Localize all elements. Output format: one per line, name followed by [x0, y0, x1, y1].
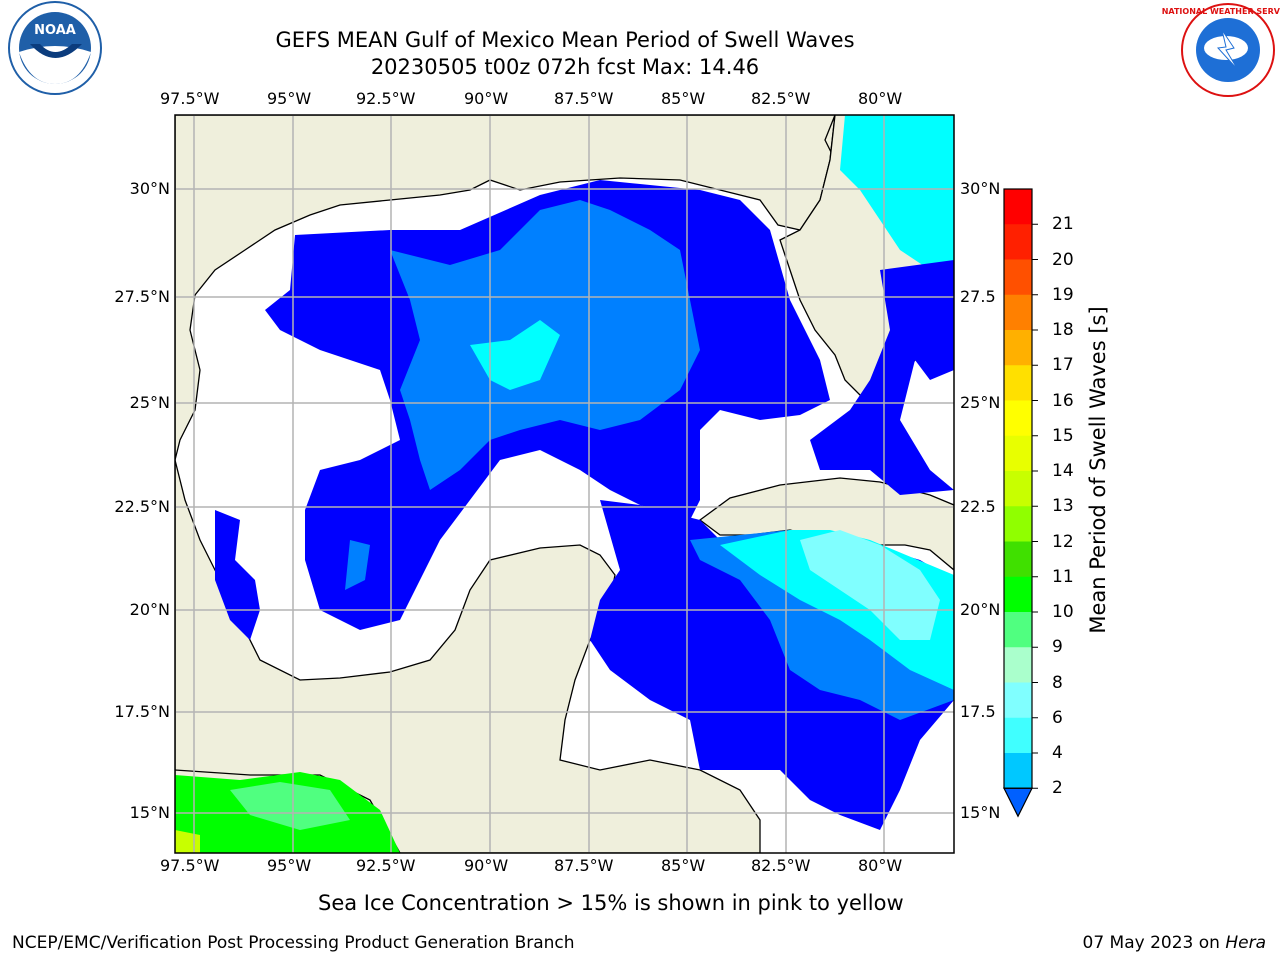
footer-branch: NCEP/EMC/Verification Post Processing Pr… [12, 933, 575, 953]
colorbar-segment [1004, 612, 1032, 648]
colorbar-tick-label: 6 [1052, 707, 1063, 728]
lat-label-right: 27.5 [960, 287, 996, 306]
land-mexico [175, 459, 761, 853]
footer-date-text: 07 May 2023 on [1082, 933, 1226, 953]
lat-label-right: 20°N [960, 600, 1001, 619]
colorbar-segment [1004, 435, 1032, 472]
colorbar-tick-label: 11 [1052, 566, 1074, 587]
lat-label-left: 17.5°N [114, 702, 170, 721]
field-caribbean-light [800, 530, 940, 640]
colorbar-segment [1004, 506, 1032, 542]
lat-label-right: 15°N [960, 803, 1001, 822]
figure-subtitle: 20230505 t00z 072h fcst Max: 14.46 [370, 55, 760, 79]
colorbar-tick-label: 8 [1052, 672, 1063, 693]
colorbar-tick-label: 16 [1052, 390, 1074, 411]
colorbar-tick-label: 12 [1052, 531, 1074, 552]
lon-label-bottom: 92.5°W [356, 856, 416, 875]
colorbar-segment [1004, 400, 1032, 437]
colorbar-tick-label: 15 [1052, 425, 1074, 446]
colorbar [1003, 188, 1038, 818]
lat-label-left: 27.5°N [114, 287, 170, 306]
nws-logo: NATIONAL WEATHER SERVICE [1162, 3, 1280, 97]
colorbar-tick-label: 2 [1052, 778, 1063, 799]
colorbar-extend-arrow [1003, 787, 1033, 818]
colorbar-tick-label: 18 [1052, 320, 1074, 340]
colorbar-tick-label: 19 [1052, 284, 1074, 305]
field-atlantic-swell [840, 115, 954, 270]
svg-text:NOAA: NOAA [34, 23, 76, 38]
lon-label-top: 87.5°W [554, 89, 614, 108]
colorbar-tick-label: 4 [1052, 743, 1063, 763]
grid [175, 115, 954, 853]
colorbar-segment [1004, 753, 1032, 789]
lon-label-top: 85°W [661, 89, 706, 108]
lon-label-top: 95°W [267, 89, 312, 108]
lon-label-top: 92.5°W [356, 89, 416, 108]
lon-label-bottom: 80°W [858, 856, 903, 875]
lon-label-top: 97.5°W [160, 89, 220, 108]
lon-label-bottom: 90°W [464, 856, 509, 875]
lat-label-left: 22.5°N [114, 497, 170, 516]
colorbar-segment [1004, 259, 1032, 296]
lon-label-bottom: 95°W [267, 856, 312, 875]
figure-title: GEFS MEAN Gulf of Mexico Mean Period of … [275, 28, 855, 52]
lon-label-bottom: 85°W [661, 856, 706, 875]
colorbar-segment [1004, 294, 1032, 331]
field-atlantic-deep [810, 260, 954, 495]
field-small-patch [345, 540, 370, 590]
lon-label-top: 80°W [858, 89, 903, 108]
colorbar-segment [1004, 717, 1032, 754]
lon-label-top: 90°W [464, 89, 509, 108]
lat-label-right: 22.5 [960, 497, 996, 516]
colorbar-segment [1004, 330, 1032, 366]
colorbar-tick-label: 17 [1052, 355, 1074, 376]
colorbar-segment [1004, 365, 1032, 401]
lon-label-top: 82.5°W [751, 89, 811, 108]
colorbar-segment [1004, 224, 1032, 260]
footer-date: 07 May 2023 on Hera [1083, 933, 1267, 953]
lon-label-bottom: 82.5°W [751, 856, 811, 875]
lat-label-right: 30°N [960, 179, 1001, 198]
colorbar-segment [1004, 682, 1032, 719]
lat-label-right: 17.5 [960, 702, 996, 721]
colorbar-tick-label: 20 [1052, 249, 1074, 270]
noaa-logo: NOAA [8, 1, 102, 95]
lon-label-bottom: 87.5°W [554, 856, 614, 875]
colorbar-tick-label: 10 [1052, 602, 1074, 622]
colorbar-segment [1004, 471, 1032, 507]
lat-label-right: 25°N [960, 393, 1001, 412]
colorbar-frame [1003, 188, 1033, 789]
map-panel [174, 114, 955, 854]
lat-label-left: 15°N [129, 803, 170, 822]
field-blue-gulf-west [215, 510, 260, 640]
lon-label-bottom: 97.5°W [160, 856, 220, 875]
colorbar-title: Mean Period of Swell Waves [s] [1086, 306, 1110, 634]
colorbar-tick-label: 9 [1052, 637, 1063, 658]
colorbar-tick-label: 13 [1052, 496, 1074, 517]
lat-label-left: 30°N [129, 179, 170, 198]
colorbar-segment [1004, 576, 1032, 613]
lat-label-left: 25°N [129, 393, 170, 412]
colorbar-tick-label: 14 [1052, 461, 1074, 481]
colorbar-segment [1004, 647, 1032, 683]
footer-host: Hera [1225, 933, 1266, 953]
field-pacific-light [230, 782, 350, 830]
colorbar-segment [1004, 541, 1032, 578]
colorbar-tick-label: 21 [1052, 214, 1074, 235]
colorbar-segment [1004, 189, 1032, 225]
field-light-patch [470, 320, 560, 390]
lat-label-left: 20°N [129, 600, 170, 619]
svg-text:NATIONAL WEATHER SERVICE: NATIONAL WEATHER SERVICE [1162, 7, 1280, 16]
ice-note: Sea Ice Concentration > 15% is shown in … [318, 891, 904, 915]
